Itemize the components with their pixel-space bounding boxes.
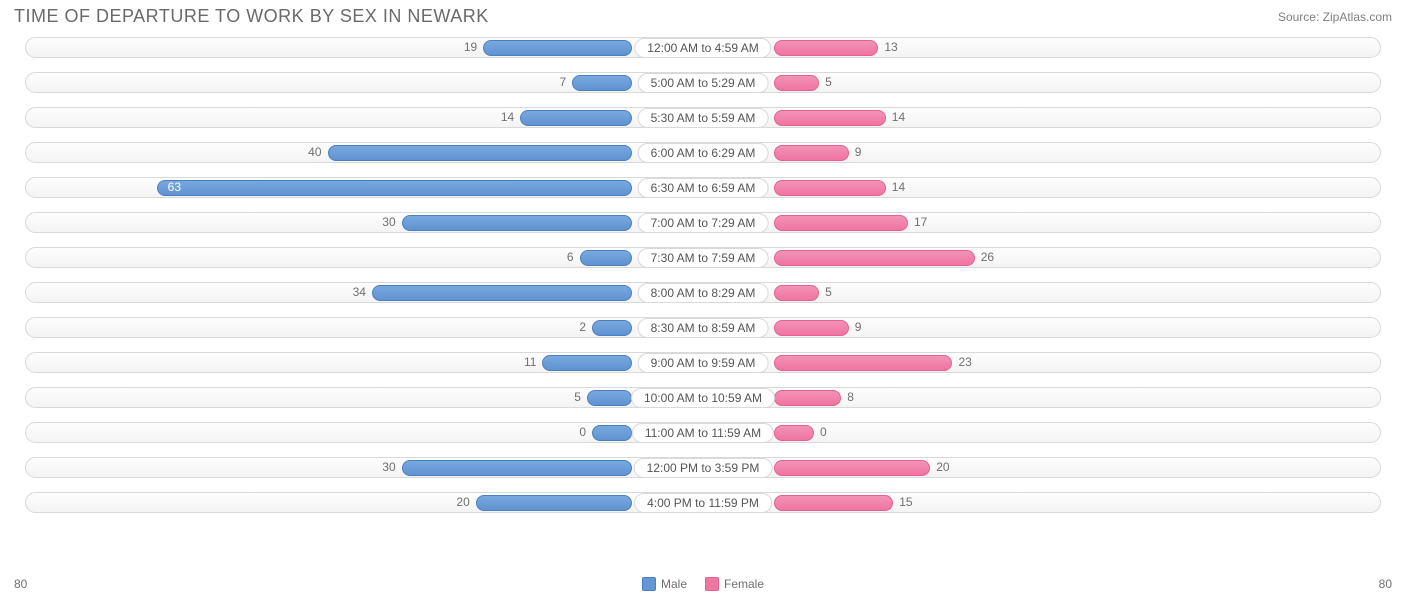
chart-row: 6:00 AM to 6:29 AM 40 9 <box>14 138 1392 167</box>
female-bar <box>774 40 878 56</box>
female-value: 26 <box>981 243 994 272</box>
row-category-label: 5:30 AM to 5:59 AM <box>638 108 769 128</box>
legend: Male Female <box>642 577 764 591</box>
male-bar <box>402 460 632 476</box>
row-category-label: 4:00 PM to 11:59 PM <box>634 493 772 513</box>
legend-male-label: Male <box>661 577 687 591</box>
male-value: 14 <box>501 103 514 132</box>
male-value: 2 <box>579 313 586 342</box>
female-bar <box>774 180 886 196</box>
female-value: 23 <box>958 348 971 377</box>
chart-row: 7:30 AM to 7:59 AM 6 26 <box>14 243 1392 272</box>
female-swatch-icon <box>705 577 719 591</box>
chart-row: 10:00 AM to 10:59 AM 5 8 <box>14 383 1392 412</box>
female-bar <box>774 390 841 406</box>
male-value: 11 <box>524 348 536 377</box>
row-category-label: 12:00 PM to 3:59 PM <box>634 458 773 478</box>
male-bar <box>157 180 632 196</box>
male-value: 20 <box>456 488 469 517</box>
row-category-label: 6:00 AM to 6:29 AM <box>638 143 769 163</box>
female-bar <box>774 215 908 231</box>
female-bar <box>774 250 975 266</box>
axis-max-left: 80 <box>14 577 27 591</box>
male-bar <box>572 75 632 91</box>
row-category-label: 9:00 AM to 9:59 AM <box>638 353 769 373</box>
chart-row: 11:00 AM to 11:59 AM 0 0 <box>14 418 1392 447</box>
row-category-label: 10:00 AM to 10:59 AM <box>631 388 775 408</box>
female-value: 20 <box>936 453 949 482</box>
female-value: 8 <box>847 383 854 412</box>
male-value: 19 <box>464 33 477 62</box>
legend-female-label: Female <box>724 577 764 591</box>
female-bar <box>774 425 814 441</box>
legend-item-female: Female <box>705 577 764 591</box>
legend-item-male: Male <box>642 577 687 591</box>
male-value: 30 <box>382 453 395 482</box>
male-bar <box>402 215 632 231</box>
row-category-label: 8:30 AM to 8:59 AM <box>638 318 769 338</box>
female-value: 5 <box>825 278 832 307</box>
chart-row: 6:30 AM to 6:59 AM 63 14 <box>14 173 1392 202</box>
male-bar <box>520 110 632 126</box>
female-bar <box>774 75 819 91</box>
female-value: 14 <box>892 103 905 132</box>
chart-row: 5:30 AM to 5:59 AM 14 14 <box>14 103 1392 132</box>
row-category-label: 8:00 AM to 8:29 AM <box>638 283 769 303</box>
row-category-label: 7:30 AM to 7:59 AM <box>638 248 769 268</box>
male-bar <box>592 320 632 336</box>
female-value: 9 <box>855 138 862 167</box>
male-swatch-icon <box>642 577 656 591</box>
male-bar <box>372 285 632 301</box>
male-bar <box>476 495 632 511</box>
female-bar <box>774 460 930 476</box>
female-bar <box>774 110 886 126</box>
female-bar <box>774 285 819 301</box>
axis-max-right: 80 <box>1379 577 1392 591</box>
chart-row: 8:00 AM to 8:29 AM 34 5 <box>14 278 1392 307</box>
male-value: 6 <box>567 243 574 272</box>
chart-row: 12:00 PM to 3:59 PM 30 20 <box>14 453 1392 482</box>
female-value: 13 <box>884 33 897 62</box>
female-value: 0 <box>820 418 827 447</box>
male-bar <box>587 390 632 406</box>
male-value: 7 <box>559 68 566 97</box>
female-bar <box>774 495 893 511</box>
male-value: 40 <box>308 138 321 167</box>
row-category-label: 11:00 AM to 11:59 AM <box>632 423 774 443</box>
female-bar <box>774 145 849 161</box>
chart-row: 4:00 PM to 11:59 PM 20 15 <box>14 488 1392 517</box>
female-value: 9 <box>855 313 862 342</box>
male-bar <box>483 40 632 56</box>
chart-title: TIME OF DEPARTURE TO WORK BY SEX IN NEWA… <box>14 6 489 27</box>
male-bar <box>580 250 632 266</box>
source-attribution: Source: ZipAtlas.com <box>1278 10 1392 24</box>
female-value: 15 <box>899 488 912 517</box>
chart-row: 8:30 AM to 8:59 AM 2 9 <box>14 313 1392 342</box>
chart-row: 7:00 AM to 7:29 AM 30 17 <box>14 208 1392 237</box>
female-value: 14 <box>892 173 905 202</box>
male-value: 63 <box>168 173 181 202</box>
row-category-label: 6:30 AM to 6:59 AM <box>638 178 769 198</box>
chart-row: 5:00 AM to 5:29 AM 7 5 <box>14 68 1392 97</box>
male-value: 30 <box>382 208 395 237</box>
row-category-label: 7:00 AM to 7:29 AM <box>638 213 769 233</box>
male-value: 5 <box>574 383 581 412</box>
female-value: 5 <box>825 68 832 97</box>
diverging-bar-chart: 12:00 AM to 4:59 AM 19 13 5:00 AM to 5:29 A… <box>0 31 1406 517</box>
female-bar <box>774 320 849 336</box>
male-value: 34 <box>353 278 366 307</box>
male-bar <box>542 355 632 371</box>
chart-row: 12:00 AM to 4:59 AM 19 13 <box>14 33 1392 62</box>
male-bar <box>328 145 633 161</box>
male-value: 0 <box>579 418 586 447</box>
female-bar <box>774 355 952 371</box>
male-bar <box>592 425 632 441</box>
female-value: 17 <box>914 208 927 237</box>
chart-row: 9:00 AM to 9:59 AM 11 23 <box>14 348 1392 377</box>
row-category-label: 5:00 AM to 5:29 AM <box>638 73 769 93</box>
row-category-label: 12:00 AM to 4:59 AM <box>634 38 771 58</box>
